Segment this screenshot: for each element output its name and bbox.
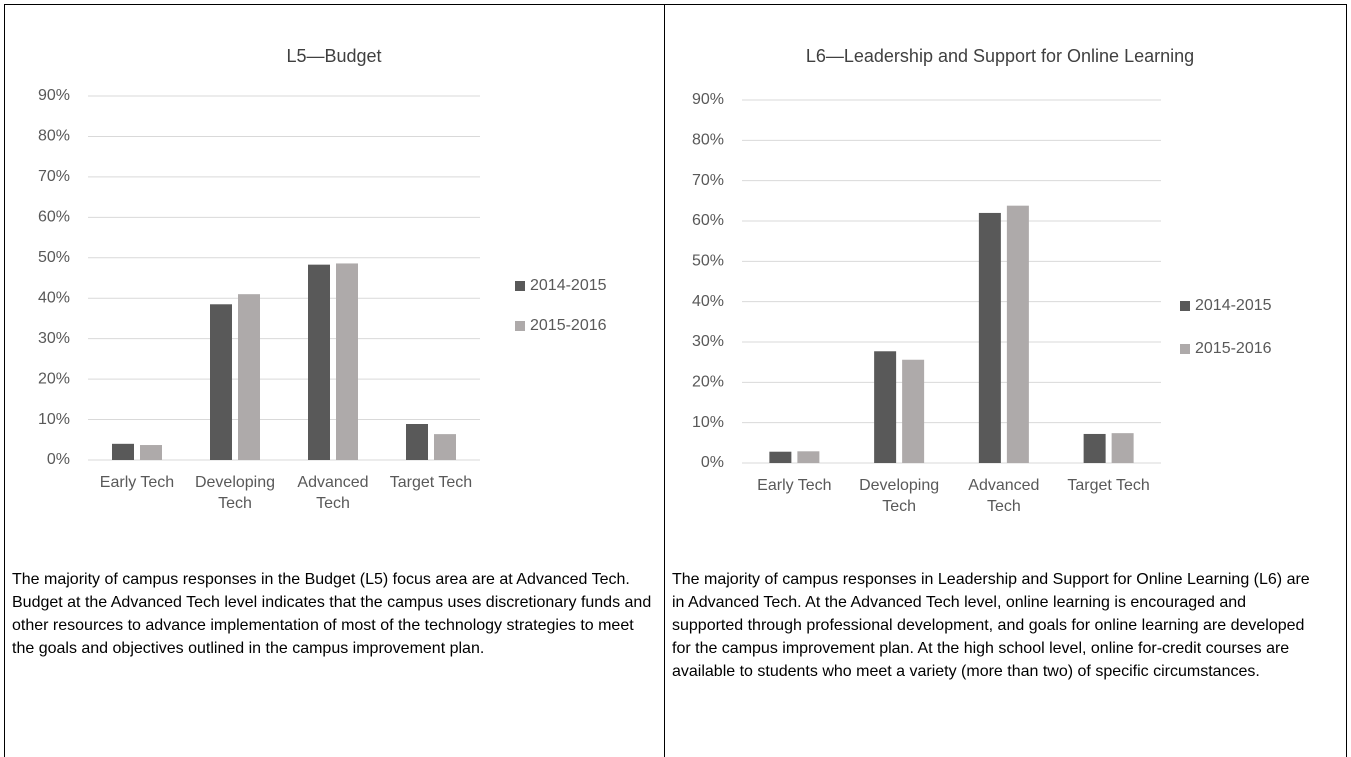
x-tick-label: Advanced Tech (968, 477, 1040, 515)
bar (112, 443, 134, 460)
x-tick-label: Advanced Tech (297, 474, 369, 512)
bar (140, 445, 162, 460)
legend-label: 2014-2015 (530, 277, 607, 294)
y-tick-label: 50% (692, 253, 724, 270)
y-tick-label: 30% (38, 330, 70, 347)
legend-label: 2014-2015 (1195, 297, 1272, 314)
bar (1006, 205, 1029, 463)
bar (308, 264, 330, 460)
y-tick-label: 40% (38, 289, 70, 306)
y-tick-label: 20% (38, 370, 70, 387)
bar (978, 212, 1001, 463)
x-tick-label: Early Tech (757, 477, 832, 494)
bar (406, 424, 428, 460)
bar (1083, 433, 1106, 463)
table-border-middle (664, 4, 665, 757)
y-tick-label: 10% (692, 414, 724, 431)
legend-label: 2015-2016 (1195, 340, 1272, 357)
bar (769, 451, 792, 463)
y-tick-label: 0% (47, 451, 70, 468)
x-tick-label: Target Tech (1067, 477, 1150, 494)
y-tick-label: 80% (692, 132, 724, 149)
y-tick-label: 90% (692, 91, 724, 108)
y-tick-label: 10% (38, 411, 70, 428)
bar (874, 351, 897, 463)
y-tick-label: 70% (38, 168, 70, 185)
y-tick-label: 40% (692, 293, 724, 310)
chart-title: L6—Leadership and Support for Online Lea… (806, 46, 1194, 66)
x-tick-label: Target Tech (389, 474, 473, 491)
legend-swatch (515, 321, 525, 331)
bar (336, 263, 358, 460)
bar (797, 451, 820, 463)
y-tick-label: 20% (692, 374, 724, 391)
table-border-right (1346, 4, 1347, 757)
x-tick-label: Early Tech (99, 474, 175, 491)
legend-swatch (1180, 301, 1190, 311)
y-tick-label: 70% (692, 172, 724, 189)
legend-swatch (515, 281, 525, 291)
x-tick-label: Developing Tech (859, 477, 940, 515)
bar (1111, 433, 1134, 463)
y-tick-label: 50% (38, 249, 70, 266)
bar (238, 294, 260, 460)
legend-label: 2015-2016 (530, 317, 607, 334)
y-tick-label: 80% (38, 128, 70, 145)
paragraph: The majority of campus responses in Lead… (672, 571, 1310, 680)
y-tick-label: 60% (692, 212, 724, 229)
bar (210, 304, 232, 460)
legend-swatch (1180, 344, 1190, 354)
paragraph: The majority of campus responses in the … (12, 571, 652, 657)
y-tick-label: 60% (38, 209, 70, 226)
table-border-top (4, 4, 1347, 5)
bar (434, 434, 456, 460)
y-tick-label: 30% (692, 333, 724, 350)
bar (902, 359, 925, 463)
x-tick-label: Developing Tech (194, 474, 276, 512)
y-tick-label: 90% (38, 87, 70, 104)
table-border-left (4, 4, 5, 757)
chart-title: L5—Budget (286, 46, 381, 66)
y-tick-label: 0% (701, 454, 724, 471)
